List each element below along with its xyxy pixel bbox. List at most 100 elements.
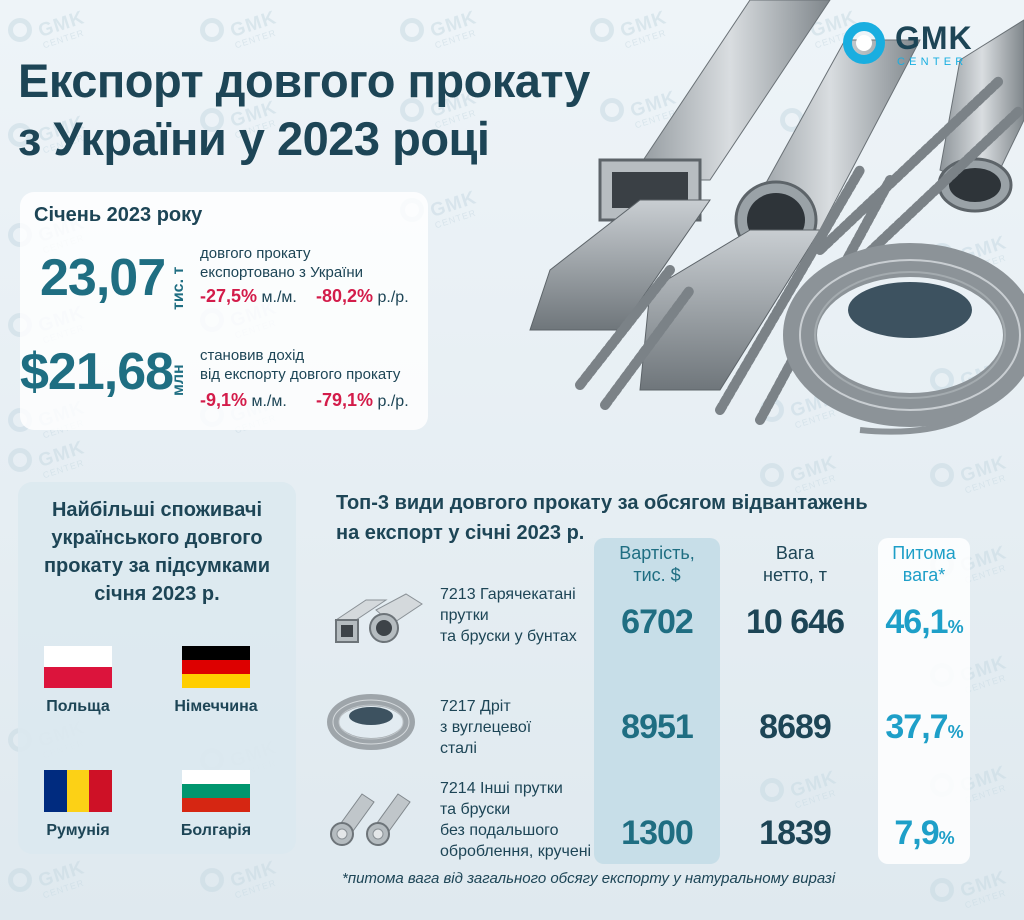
export-revenue-desc: становив дохід від експорту довгого прок… [200,346,400,384]
product-name-line: 7217 Дріт [440,698,511,715]
product-name-line: без подальшого [440,822,559,839]
title-line-2: з України у 2023 році [18,112,490,165]
country-poland: Польща [28,646,128,716]
watermark-ring-icon [200,18,224,42]
share-number: 7,9 [894,814,939,852]
bulgaria-flag-icon [182,770,250,812]
flag-stripe [182,770,250,784]
volume-desc-line-1: довгого прокату [200,245,311,262]
volume-yoy-value: -80,2% [316,286,374,306]
watermark-ring-icon [590,18,614,42]
twisted-bars-icon [330,793,411,846]
product-name-line: та бруски [440,801,511,818]
watermark-ring-icon [200,868,224,892]
logo-name: GMK [895,20,973,56]
product-7214-share: 7,9% [878,814,970,853]
product-name-line: 7214 Інші прутки [440,780,563,797]
flag-stripe [66,770,90,812]
revenue-mom-label: м./м. [251,393,287,410]
flag-stripe [182,784,250,798]
share-number: 46,1 [885,603,948,641]
value-column-header: Вартість, тис. $ [594,542,720,586]
watermark-ring-icon [8,18,32,42]
product-7213-weight: 10 646 [746,603,845,641]
watermark-ring-icon [400,18,424,42]
weight-header-line-1: Вага [775,543,815,563]
volume-yoy-label: р./р. [377,289,409,306]
january-stats-panel: Січень 2023 року 23,07 тис. т довгого пр… [20,192,428,430]
watermark-ring-icon [760,463,784,487]
product-7214-name: 7214 Інші прутки та бруски без подальшог… [440,778,591,862]
value-header-line-1: Вартість, [619,543,695,563]
stats-month: Січень 2023 року [34,204,203,226]
country-romania: Румунія [28,770,128,840]
export-revenue-value: $21,68 [20,343,174,401]
volume-mom-label: м./м. [261,289,297,306]
consumers-heading-line-4: січня 2023 р. [94,583,220,605]
product-7213-value: 6702 [621,603,694,641]
watermark-ring-icon [600,98,624,122]
flag-stripe [182,646,250,660]
flag-stripe [89,770,112,812]
product-7213-name: 7213 Гарячекатані прутки та бруски у бун… [440,584,577,647]
revenue-mom-value: -9,1% [200,390,248,410]
flag-stripe [182,674,250,688]
product-7217-value: 8951 [621,708,694,746]
flag-stripe [182,798,250,812]
share-header-line-2: вага* [902,565,946,585]
volume-mom-change: -27,5% м./м. [200,286,297,307]
flag-stripe [44,667,112,688]
volume-mom-value: -27,5% [200,286,258,306]
logo-subtitle: CENTER [897,56,968,68]
flag-stripe [44,770,67,812]
percent-sign: % [947,722,964,742]
flag-stripe [44,646,112,667]
country-name: Румунія [46,822,110,839]
consumers-heading: Найбільші споживачі українського довгого… [18,496,296,608]
revenue-desc-line-2: від експорту довгого прокату [200,366,401,383]
export-volume-desc: довгого прокату експортовано з України [200,244,363,282]
footnote: *питома вага від загального обсягу експо… [342,870,836,887]
product-name-line: з вуглецевої [440,719,532,736]
share-number: 37,7 [885,708,948,746]
romania-flag-icon [44,770,112,812]
product-7213-share: 46,1% [878,603,970,642]
revenue-desc-line-1: становив дохід [200,347,305,364]
watermark-ring-icon [930,878,954,902]
export-volume-value: 23,07 [40,249,166,307]
export-revenue-unit: млн [170,364,187,396]
export-volume-unit: тис. т [170,266,187,310]
steel-products-illustration [529,0,1024,435]
value-column-background [594,538,720,864]
top3-title-line-2: на експорт у січні 2023 р. [336,522,585,544]
product-7217-weight: 8689 [759,708,832,746]
country-name: Німеччина [174,698,258,715]
product-name-line: оброблення, кручені [440,843,592,860]
revenue-yoy-label: р./р. [377,393,409,410]
weight-header-line-2: нетто, т [763,565,827,585]
germany-flag-icon [182,646,250,688]
revenue-yoy-change: -79,1% р./р. [316,390,409,411]
percent-sign: % [938,828,955,848]
wire-coil-icon [327,694,415,750]
top3-title-line-1: Топ-3 види довгого прокату за обсягом ві… [336,492,868,514]
percent-sign: % [947,617,964,637]
consumers-heading-line-2: українського довгого [51,527,263,549]
share-column-background [878,538,970,864]
share-column-header: Питома вага* [878,542,970,586]
value-header-line-2: тис. $ [633,565,681,585]
revenue-yoy-value: -79,1% [316,390,374,410]
product-7217-share: 37,7% [878,708,970,747]
product-name-line: прутки [440,607,489,624]
